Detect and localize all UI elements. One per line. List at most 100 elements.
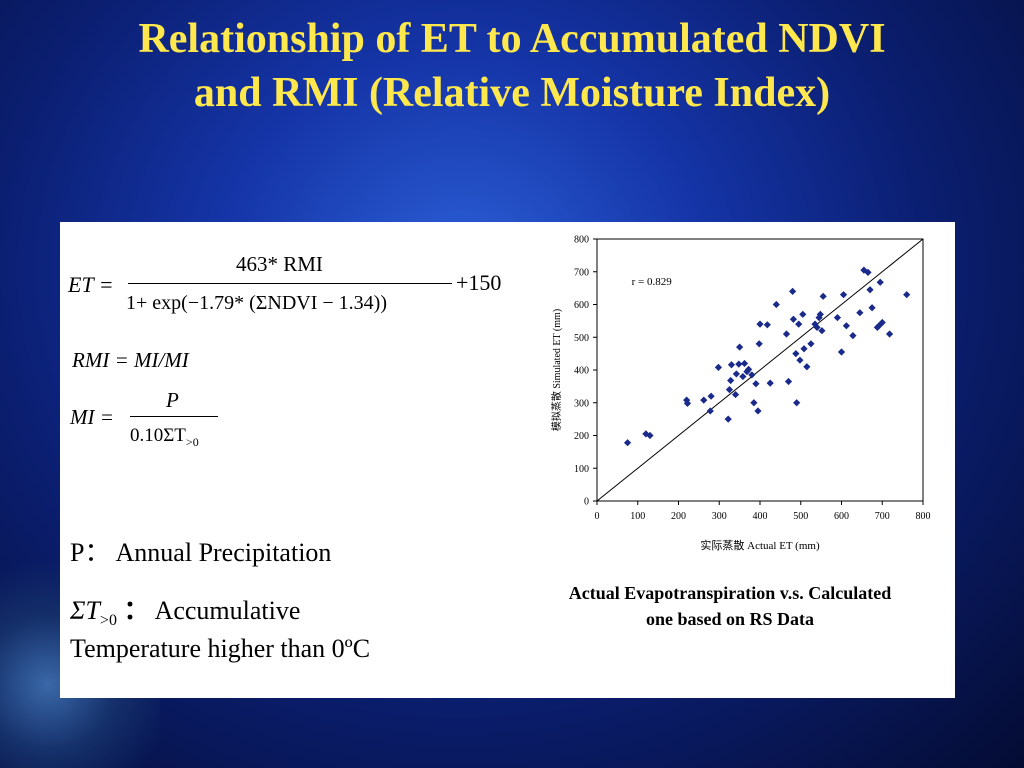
data-point (731, 390, 740, 399)
data-point (724, 415, 732, 423)
data-point (706, 407, 714, 415)
et-formula-denominator: 1+ exp(−1.79* (ΣNDVI − 1.34)) (126, 292, 387, 314)
data-point (766, 379, 774, 387)
data-point (750, 399, 758, 407)
chart-caption: Actual Evapotranspiration v.s. Calculate… (512, 580, 948, 632)
data-point (763, 321, 771, 329)
et-formula-numerator: 463* RMI (236, 252, 323, 276)
mi-formula-numerator: P (166, 388, 179, 412)
data-point (818, 327, 826, 335)
y-tick-label: 700 (574, 267, 589, 278)
mi-denominator-prefix: 0.10ΣT (130, 425, 186, 446)
mi-formula-denominator: 0.10ΣT>0 (130, 425, 199, 450)
et-fraction-bar (128, 283, 452, 284)
y-tick-label: 500 (574, 333, 589, 344)
temperature-symbol-line: ΣT>0 ： Accumulative (70, 590, 300, 630)
x-tick-label: 500 (793, 511, 808, 522)
data-point (782, 330, 791, 338)
data-point (739, 372, 747, 381)
mi-fraction-bar (130, 416, 218, 417)
data-point (796, 356, 804, 364)
data-point (800, 345, 808, 353)
data-point (752, 380, 760, 388)
content-panel: ET = 463* RMI 1+ exp(−1.79* (ΣNDVI − 1.3… (60, 222, 955, 698)
data-point (842, 322, 850, 330)
data-point (833, 314, 842, 322)
chart-caption-line-2: one based on RS Data (645, 609, 815, 629)
data-point (839, 291, 848, 299)
data-point (885, 330, 894, 338)
data-point (740, 359, 749, 368)
data-point (755, 340, 763, 348)
data-point (756, 320, 764, 328)
x-tick-label: 600 (834, 511, 849, 522)
data-point (736, 343, 744, 351)
slide-title-line-2: and RMI (Relative Moisture Index) (193, 70, 831, 116)
data-point (732, 370, 740, 378)
data-point (714, 363, 723, 371)
data-point (700, 396, 708, 404)
temperature-definition-line-2: Temperature higher than 0ºC (70, 634, 371, 663)
y-tick-label: 300 (574, 398, 589, 409)
et-formula-tail: +150 (456, 270, 502, 295)
mi-denominator-subscript: >0 (185, 434, 199, 449)
data-point (864, 268, 872, 277)
chart-caption-line-1: Actual Evapotranspiration v.s. Calculate… (568, 583, 892, 603)
precipitation-definition: P： Annual Precipitation (70, 538, 332, 567)
data-point (903, 291, 911, 299)
data-point (789, 287, 797, 295)
slide-title: Relationship of ET to Accumulated NDVI a… (0, 12, 1024, 120)
data-point (868, 304, 876, 312)
data-point (727, 376, 735, 385)
y-tick-label: 100 (574, 464, 589, 475)
temperature-subscript: >0 (99, 612, 117, 630)
y-axis-label: 模拟蒸散 Simulated ET (mm) (550, 309, 563, 431)
x-tick-label: 400 (753, 511, 768, 522)
one-to-one-line (596, 238, 924, 502)
data-point (816, 310, 824, 318)
data-point (646, 431, 654, 440)
data-point (819, 292, 827, 300)
data-point (793, 399, 801, 407)
data-point (878, 318, 886, 327)
correlation-annotation: r = 0.829 (632, 276, 673, 288)
x-tick-label: 0 (595, 511, 600, 522)
data-point (856, 309, 864, 317)
mi-formula-lhs: MI = (70, 405, 114, 429)
temperature-colon: ： (123, 596, 150, 625)
x-tick-label: 300 (712, 511, 727, 522)
data-point (866, 286, 874, 294)
x-tick-label: 200 (671, 511, 686, 522)
data-point (876, 278, 884, 286)
data-point (789, 315, 798, 323)
data-point (754, 407, 762, 415)
data-point (784, 377, 793, 386)
x-tick-label: 800 (916, 511, 931, 522)
data-point (803, 363, 811, 371)
data-point (815, 314, 823, 322)
x-tick-label: 700 (875, 511, 890, 522)
y-tick-label: 0 (584, 497, 589, 508)
scatter-chart: 0 100 200 300 400 500 600 700 800 0 100 200 300 400 50… (550, 235, 931, 553)
data-point (849, 332, 857, 340)
data-point (807, 340, 815, 348)
data-point (837, 348, 846, 356)
temperature-symbol: ΣT (70, 596, 100, 625)
y-tick-label: 800 (574, 235, 589, 246)
data-point (792, 350, 800, 358)
data-point (860, 266, 868, 274)
slide-title-line-1: Relationship of ET to Accumulated NDVI (138, 16, 886, 62)
data-point (727, 361, 736, 369)
data-point (707, 392, 715, 400)
x-tick-label: 100 (630, 511, 645, 522)
y-tick-label: 200 (574, 431, 589, 442)
rmi-formula: RMI = MI/MI (72, 348, 189, 372)
data-point (799, 310, 807, 318)
data-point (795, 320, 803, 328)
data-point (772, 300, 780, 309)
temperature-definition-line-1: Accumulative (154, 596, 301, 625)
y-tick-label: 600 (574, 300, 589, 311)
data-point (735, 360, 743, 368)
et-formula-lhs: ET = (68, 272, 114, 297)
x-axis-label: 实际蒸散 Actual ET (mm) (700, 538, 820, 552)
